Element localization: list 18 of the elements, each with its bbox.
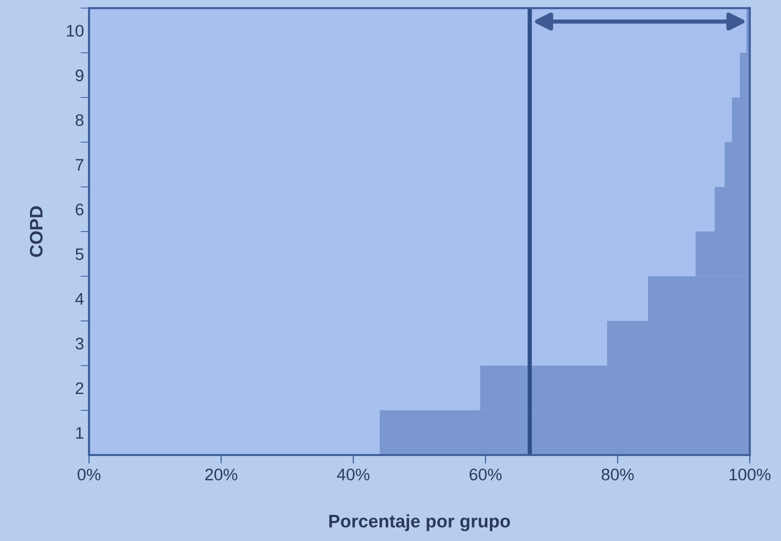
y-tick-label: 10 — [66, 24, 84, 37]
y-tick-label: 3 — [76, 338, 84, 350]
x-tick-label: 60% — [470, 468, 502, 480]
y-tick-label: 4 — [75, 293, 84, 305]
y-tick-label: 2 — [76, 382, 84, 394]
y-tick-label: 7 — [76, 159, 84, 171]
y-tick-label: 8 — [76, 114, 84, 126]
y-tick-label: 6 — [76, 204, 84, 216]
x-tick-label: 80% — [602, 468, 634, 480]
y-tick-label: 9 — [76, 70, 84, 82]
y-tick-label: 1 — [76, 427, 84, 439]
x-tick-label: 40% — [337, 468, 370, 480]
y-tick-label: 5 — [76, 248, 84, 260]
x-tick-label: 100% — [730, 468, 770, 480]
y-axis-title: COPD — [30, 206, 43, 257]
x-tick-label: 0% — [78, 468, 100, 480]
x-axis-title: Porcentaje por grupo — [329, 514, 510, 532]
x-tick-label: 20% — [205, 468, 238, 480]
